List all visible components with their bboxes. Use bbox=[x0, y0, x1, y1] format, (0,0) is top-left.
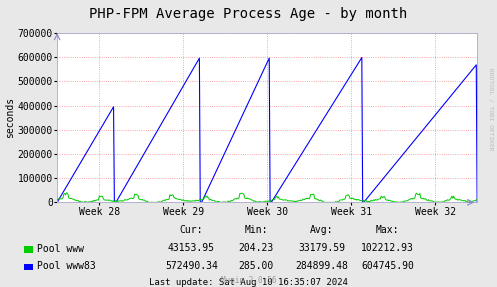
Text: Min:: Min: bbox=[244, 225, 268, 235]
Text: Max:: Max: bbox=[376, 225, 400, 235]
Text: 43153.95: 43153.95 bbox=[168, 243, 215, 253]
Text: 284899.48: 284899.48 bbox=[296, 261, 348, 271]
Text: 102212.93: 102212.93 bbox=[361, 243, 414, 253]
Text: 204.23: 204.23 bbox=[239, 243, 273, 253]
Text: 604745.90: 604745.90 bbox=[361, 261, 414, 271]
Text: Pool www83: Pool www83 bbox=[37, 261, 96, 271]
Text: Cur:: Cur: bbox=[179, 225, 203, 235]
Y-axis label: seconds: seconds bbox=[5, 97, 15, 138]
Text: 33179.59: 33179.59 bbox=[299, 243, 345, 253]
Text: PHP-FPM Average Process Age - by month: PHP-FPM Average Process Age - by month bbox=[89, 7, 408, 21]
Text: Munin 2.0.56: Munin 2.0.56 bbox=[221, 276, 276, 285]
Text: 572490.34: 572490.34 bbox=[165, 261, 218, 271]
Text: Last update: Sat Aug 10 16:35:07 2024: Last update: Sat Aug 10 16:35:07 2024 bbox=[149, 278, 348, 286]
Text: Avg:: Avg: bbox=[310, 225, 334, 235]
Text: Pool www: Pool www bbox=[37, 244, 84, 253]
Text: RRDTOOL / TOBI OETIKER: RRDTOOL / TOBI OETIKER bbox=[489, 68, 494, 150]
Text: 285.00: 285.00 bbox=[239, 261, 273, 271]
